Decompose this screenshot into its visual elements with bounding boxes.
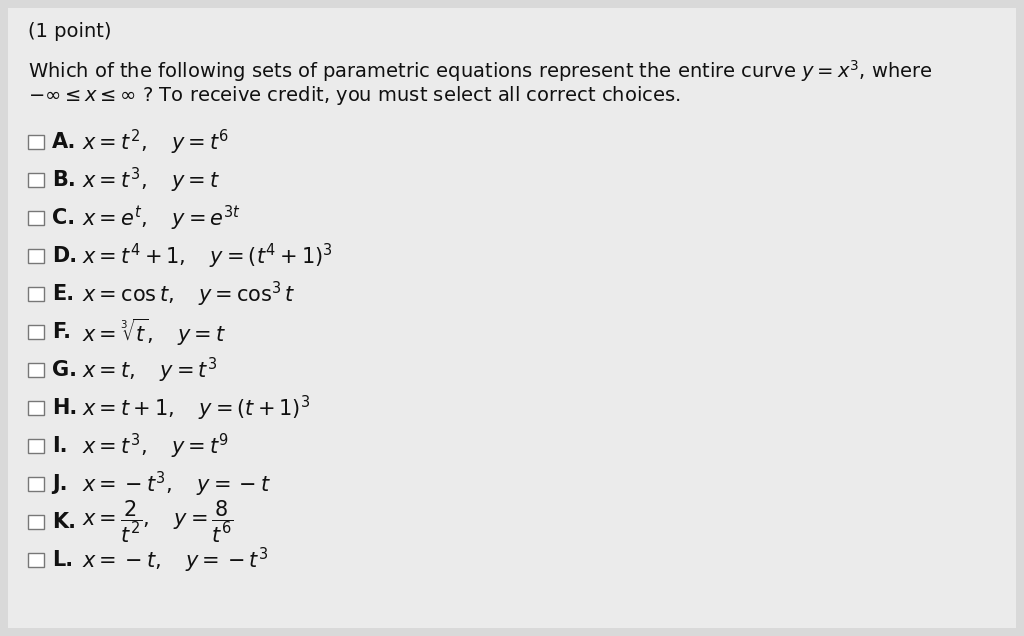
- FancyBboxPatch shape: [28, 287, 44, 301]
- Text: $x = \sqrt[3]{t}, \quad y = t$: $x = \sqrt[3]{t}, \quad y = t$: [82, 316, 226, 348]
- Text: $-\infty \leq x \leq \infty$ ? To receive credit, you must select all correct ch: $-\infty \leq x \leq \infty$ ? To receiv…: [28, 84, 681, 107]
- FancyBboxPatch shape: [28, 439, 44, 453]
- Text: $x = t^3, \quad y = t$: $x = t^3, \quad y = t$: [82, 165, 220, 195]
- Text: F.: F.: [52, 322, 71, 342]
- Text: H.: H.: [52, 398, 77, 418]
- FancyBboxPatch shape: [28, 401, 44, 415]
- FancyBboxPatch shape: [28, 211, 44, 225]
- Text: E.: E.: [52, 284, 74, 304]
- FancyBboxPatch shape: [28, 325, 44, 339]
- FancyBboxPatch shape: [28, 135, 44, 149]
- FancyBboxPatch shape: [8, 8, 1016, 628]
- Text: (1 point): (1 point): [28, 22, 112, 41]
- Text: $x = t^2, \quad y = t^6$: $x = t^2, \quad y = t^6$: [82, 127, 229, 156]
- Text: L.: L.: [52, 550, 73, 570]
- FancyBboxPatch shape: [28, 363, 44, 377]
- FancyBboxPatch shape: [28, 477, 44, 491]
- FancyBboxPatch shape: [28, 515, 44, 529]
- Text: G.: G.: [52, 360, 77, 380]
- Text: C.: C.: [52, 208, 75, 228]
- Text: Which of the following sets of parametric equations represent the entire curve $: Which of the following sets of parametri…: [28, 58, 933, 84]
- FancyBboxPatch shape: [28, 249, 44, 263]
- Text: $x = t^4 + 1, \quad y = (t^4 + 1)^3$: $x = t^4 + 1, \quad y = (t^4 + 1)^3$: [82, 242, 333, 270]
- Text: I.: I.: [52, 436, 68, 456]
- Text: $x = -t^3, \quad y = -t$: $x = -t^3, \quad y = -t$: [82, 469, 271, 499]
- Text: A.: A.: [52, 132, 77, 152]
- Text: D.: D.: [52, 246, 77, 266]
- Text: $x = t, \quad y = t^3$: $x = t, \quad y = t^3$: [82, 356, 217, 385]
- Text: J.: J.: [52, 474, 68, 494]
- Text: K.: K.: [52, 512, 76, 532]
- Text: $x = \dfrac{2}{t^2}, \quad y = \dfrac{8}{t^6}$: $x = \dfrac{2}{t^2}, \quad y = \dfrac{8}…: [82, 499, 233, 545]
- Text: $x = e^t, \quad y = e^{3t}$: $x = e^t, \quad y = e^{3t}$: [82, 204, 241, 233]
- Text: $x = \cos t, \quad y = \cos^3 t$: $x = \cos t, \quad y = \cos^3 t$: [82, 279, 296, 308]
- Text: $x = t^3, \quad y = t^9$: $x = t^3, \quad y = t^9$: [82, 431, 228, 460]
- Text: $x = t + 1, \quad y = (t + 1)^3$: $x = t + 1, \quad y = (t + 1)^3$: [82, 394, 310, 422]
- Text: B.: B.: [52, 170, 76, 190]
- Text: $x = -t, \quad y = -t^3$: $x = -t, \quad y = -t^3$: [82, 546, 268, 574]
- FancyBboxPatch shape: [28, 553, 44, 567]
- FancyBboxPatch shape: [28, 173, 44, 187]
